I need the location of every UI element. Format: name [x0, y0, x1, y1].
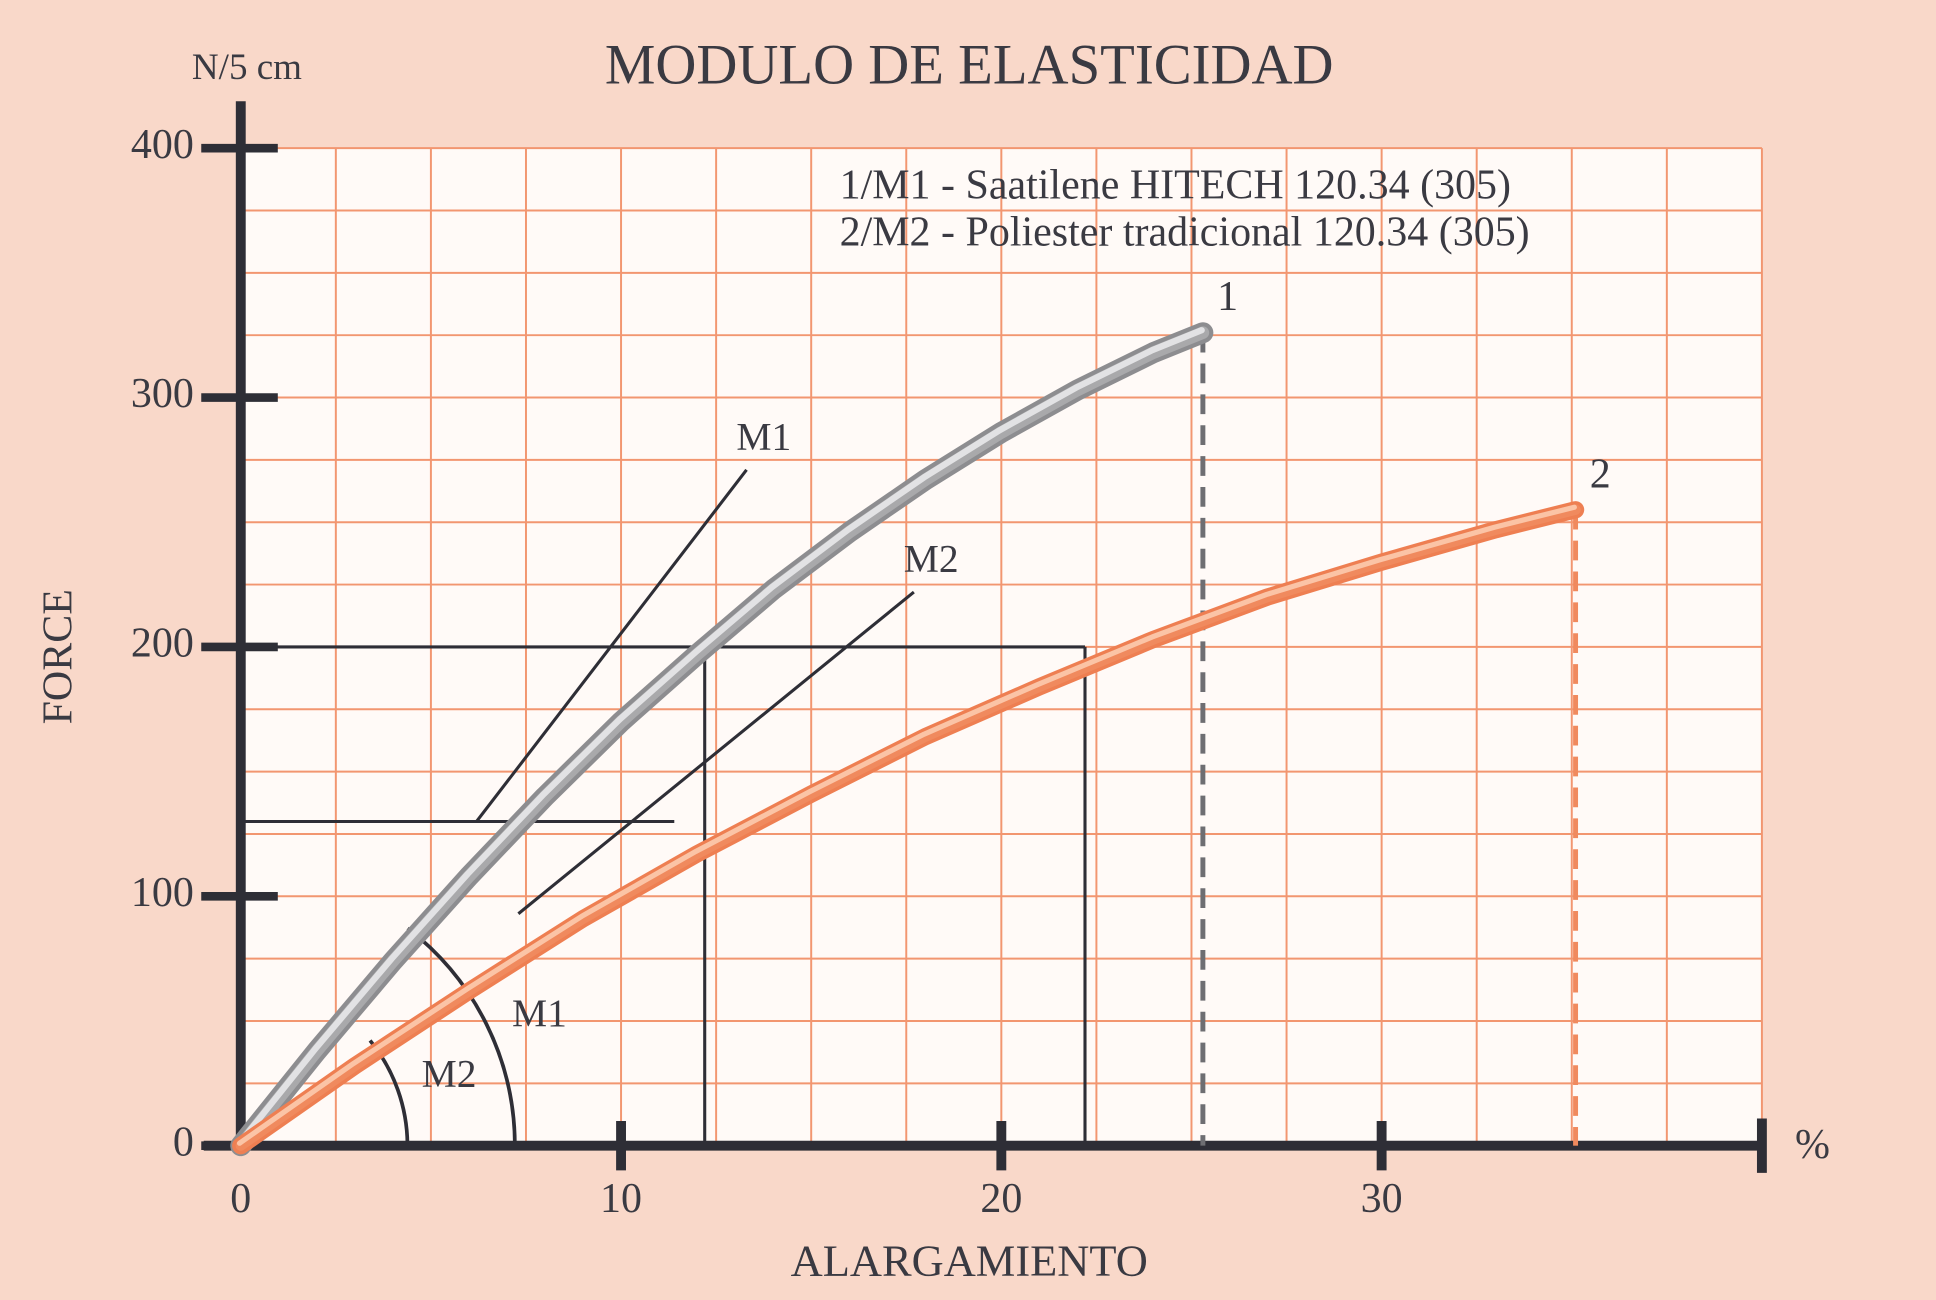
y-tick-label: 300 [131, 371, 194, 417]
x-unit: % [1795, 1122, 1830, 1168]
y-tick-label: 400 [131, 122, 194, 168]
y-axis-label: FORCE [35, 589, 81, 724]
y-tick-label: 0 [173, 1119, 194, 1165]
legend-entry: 1/M1 - Saatilene HITECH 120.34 (305) [840, 163, 1511, 209]
y-tick-label: 200 [131, 621, 194, 667]
y-tick-label: 100 [131, 870, 194, 916]
chart-title: MODULO DE ELASTICIDAD [605, 33, 1334, 96]
x-tick-label: 20 [980, 1176, 1022, 1222]
x-tick-label: 30 [1361, 1176, 1403, 1222]
legend-entry: 2/M2 - Poliester tradicional 120.34 (305… [840, 209, 1530, 255]
tangent-label: M1 [736, 414, 791, 458]
tangent-line [475, 468, 748, 823]
x-tick-label: 0 [230, 1176, 251, 1222]
series-highlight [236, 504, 1577, 1146]
angle-label: M1 [512, 991, 567, 1035]
series-end-label: 1 [1217, 274, 1238, 320]
tangent-line [517, 590, 915, 915]
tangent-label: M2 [904, 536, 959, 580]
series-end-label: 2 [1590, 451, 1611, 497]
y-unit: N/5 cm [192, 47, 302, 88]
series-line [235, 504, 1581, 1151]
x-axis-label: ALARGAMIENTO [791, 1236, 1148, 1286]
series-highlight [236, 327, 1205, 1147]
angle-label: M2 [422, 1052, 477, 1096]
angle-arc [406, 926, 517, 1146]
x-tick-label: 10 [600, 1176, 642, 1222]
